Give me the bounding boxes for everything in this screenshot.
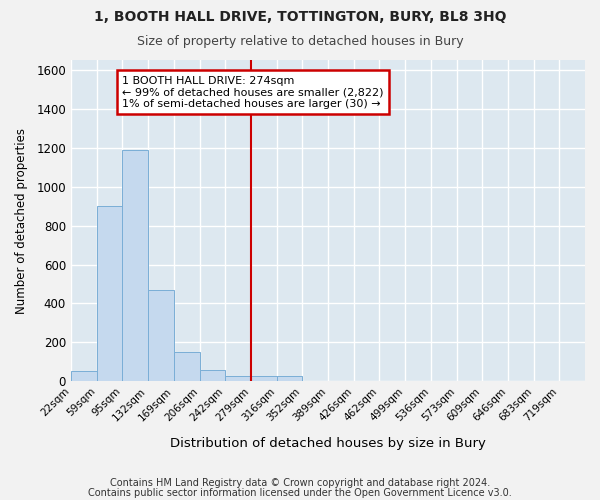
Y-axis label: Number of detached properties: Number of detached properties bbox=[15, 128, 28, 314]
Text: Size of property relative to detached houses in Bury: Size of property relative to detached ho… bbox=[137, 35, 463, 48]
Bar bbox=[97, 206, 122, 382]
X-axis label: Distribution of detached houses by size in Bury: Distribution of detached houses by size … bbox=[170, 437, 486, 450]
Bar bbox=[148, 290, 174, 382]
Bar bbox=[71, 370, 97, 382]
Bar bbox=[122, 150, 148, 382]
Text: 1, BOOTH HALL DRIVE, TOTTINGTON, BURY, BL8 3HQ: 1, BOOTH HALL DRIVE, TOTTINGTON, BURY, B… bbox=[94, 10, 506, 24]
Bar bbox=[277, 376, 302, 382]
Text: 1 BOOTH HALL DRIVE: 274sqm
← 99% of detached houses are smaller (2,822)
1% of se: 1 BOOTH HALL DRIVE: 274sqm ← 99% of deta… bbox=[122, 76, 383, 109]
Text: Contains HM Land Registry data © Crown copyright and database right 2024.: Contains HM Land Registry data © Crown c… bbox=[110, 478, 490, 488]
Bar bbox=[225, 376, 251, 382]
Bar bbox=[200, 370, 225, 382]
Bar bbox=[251, 376, 277, 382]
Text: Contains public sector information licensed under the Open Government Licence v3: Contains public sector information licen… bbox=[88, 488, 512, 498]
Bar bbox=[174, 352, 200, 382]
